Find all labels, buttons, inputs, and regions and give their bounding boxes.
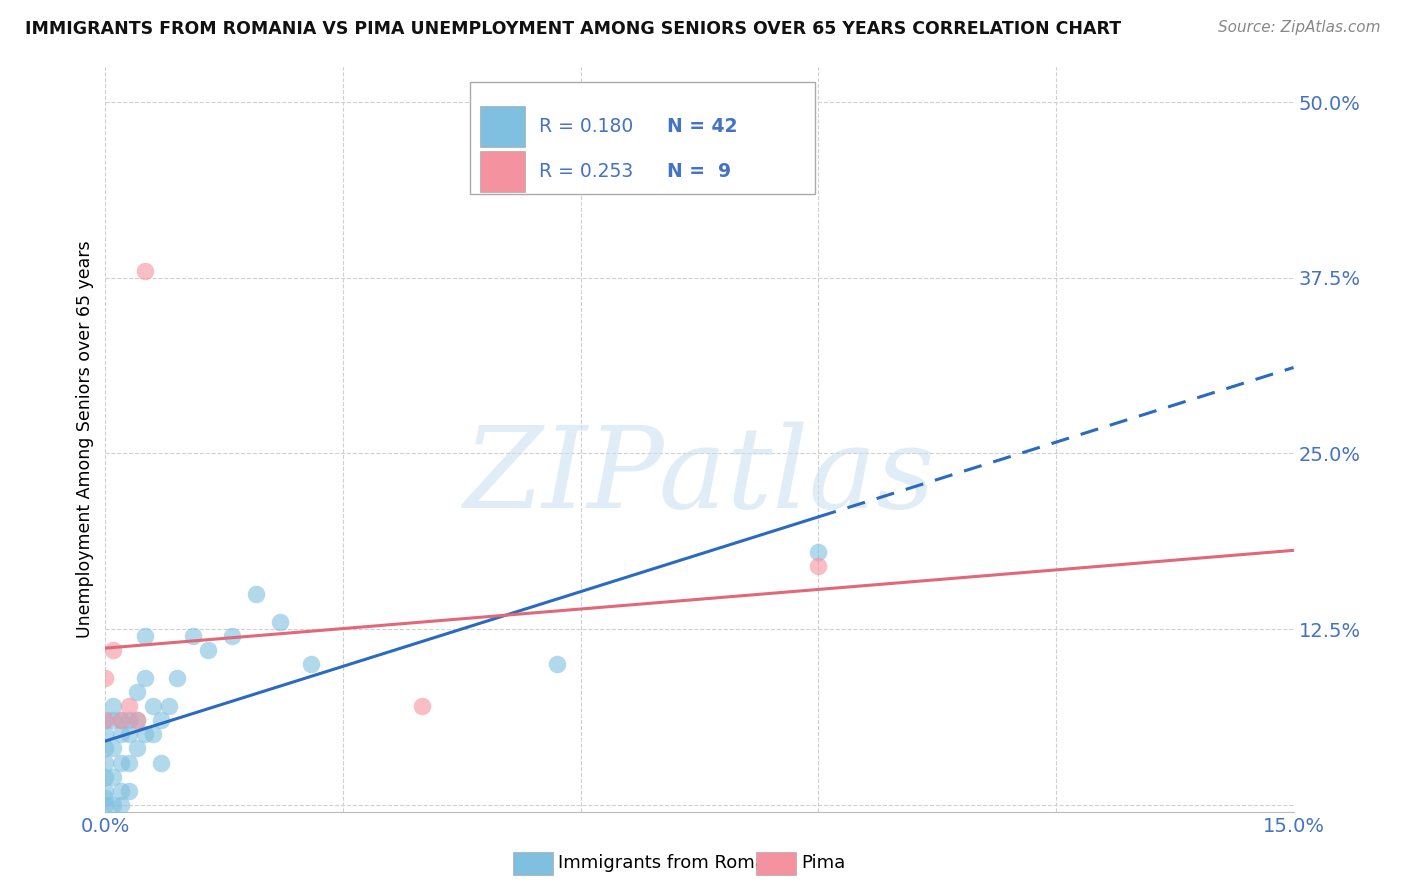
Point bbox=[197, 643, 219, 657]
Bar bbox=[479, 106, 524, 147]
Point bbox=[110, 756, 132, 770]
Y-axis label: Unemployment Among Seniors over 65 years: Unemployment Among Seniors over 65 years bbox=[76, 241, 94, 638]
Point bbox=[118, 714, 141, 728]
Text: Immigrants from Romania: Immigrants from Romania bbox=[558, 855, 793, 872]
Point bbox=[127, 714, 149, 728]
Point bbox=[94, 797, 117, 812]
Point bbox=[166, 671, 188, 685]
Point bbox=[157, 699, 180, 714]
Point bbox=[94, 756, 117, 770]
Point bbox=[94, 783, 117, 797]
Text: R = 0.180: R = 0.180 bbox=[538, 117, 633, 136]
Point bbox=[103, 770, 125, 784]
Text: N = 42: N = 42 bbox=[668, 117, 738, 136]
Point bbox=[134, 263, 156, 277]
Point bbox=[269, 615, 291, 629]
Point bbox=[221, 629, 243, 643]
Point bbox=[94, 714, 117, 728]
Point bbox=[94, 727, 117, 741]
Text: R = 0.253: R = 0.253 bbox=[538, 161, 633, 181]
Point bbox=[181, 629, 204, 643]
Text: IMMIGRANTS FROM ROMANIA VS PIMA UNEMPLOYMENT AMONG SENIORS OVER 65 YEARS CORRELA: IMMIGRANTS FROM ROMANIA VS PIMA UNEMPLOY… bbox=[25, 20, 1122, 37]
Point bbox=[94, 671, 117, 685]
Point bbox=[110, 797, 132, 812]
Point bbox=[134, 727, 156, 741]
Point bbox=[807, 545, 830, 559]
Point bbox=[118, 727, 141, 741]
Point bbox=[807, 558, 830, 573]
Point bbox=[103, 741, 125, 756]
Text: Pima: Pima bbox=[801, 855, 845, 872]
Point bbox=[103, 714, 125, 728]
Point bbox=[118, 783, 141, 797]
Point bbox=[245, 587, 267, 601]
Point bbox=[149, 714, 172, 728]
Point bbox=[127, 714, 149, 728]
Point bbox=[103, 643, 125, 657]
Point bbox=[94, 741, 117, 756]
Point bbox=[299, 657, 322, 672]
FancyBboxPatch shape bbox=[470, 82, 814, 194]
Point bbox=[134, 629, 156, 643]
Point bbox=[94, 714, 117, 728]
Point bbox=[142, 727, 165, 741]
Point bbox=[134, 671, 156, 685]
Point bbox=[110, 727, 132, 741]
Point bbox=[118, 756, 141, 770]
Point bbox=[546, 657, 568, 672]
Point bbox=[94, 790, 117, 805]
Text: Source: ZipAtlas.com: Source: ZipAtlas.com bbox=[1218, 20, 1381, 35]
Point bbox=[127, 685, 149, 699]
Point bbox=[411, 699, 433, 714]
Point bbox=[103, 797, 125, 812]
Bar bbox=[479, 151, 524, 192]
Point bbox=[149, 756, 172, 770]
Point bbox=[118, 699, 141, 714]
Text: N =  9: N = 9 bbox=[668, 161, 731, 181]
Point bbox=[110, 783, 132, 797]
Point bbox=[142, 699, 165, 714]
Point bbox=[110, 714, 132, 728]
Point bbox=[94, 770, 117, 784]
Text: ZIPatlas: ZIPatlas bbox=[464, 421, 935, 532]
Point bbox=[127, 741, 149, 756]
Point bbox=[103, 699, 125, 714]
Point bbox=[110, 714, 132, 728]
